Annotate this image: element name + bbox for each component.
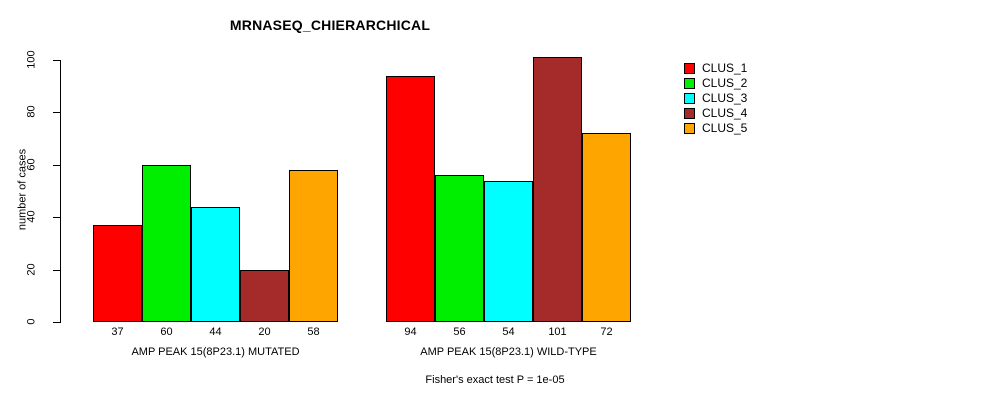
legend-item-label: CLUS_5 (702, 121, 748, 135)
y-axis-tick-mark (53, 112, 60, 114)
bar-clus_1-group-2 (386, 75, 435, 322)
chart-title: MRNASEQ_CHIERARCHICAL (229, 17, 431, 33)
legend-item-label: CLUS_3 (702, 91, 748, 105)
bar-value-label: 56 (453, 326, 466, 338)
bar-clus_4-group-1 (240, 269, 289, 322)
bar-clus_2-group-2 (435, 175, 484, 322)
y-axis-title: number of cases (16, 148, 29, 231)
y-axis-tick-label: 0 (25, 318, 38, 325)
y-axis-line (60, 60, 61, 323)
legend-color-swatch-icon (684, 108, 695, 119)
x-axis-group-label: AMP PEAK 15(8P23.1) WILD-TYPE (420, 346, 597, 358)
bar-clus_4-group-2 (533, 57, 582, 322)
y-axis-tick-mark (53, 60, 60, 61)
bar-clus_3-group-2 (484, 180, 533, 322)
legend-item-label: CLUS_4 (702, 106, 748, 120)
y-axis-tick-mark (53, 217, 60, 219)
bar-value-label: 60 (160, 326, 173, 338)
bar-value-label: 44 (209, 326, 222, 338)
y-axis-tick-label: 100 (25, 50, 38, 69)
bar-clus_5-group-1 (289, 170, 338, 322)
bar-value-label: 72 (600, 326, 613, 338)
y-axis-tick-mark (53, 164, 60, 166)
bar-value-label: 54 (502, 326, 515, 338)
bar-value-label: 101 (548, 326, 567, 338)
bar-clus_1-group-1 (93, 225, 142, 322)
legend-item-label: CLUS_1 (702, 61, 748, 75)
bar-value-label: 58 (307, 326, 320, 338)
bar-clus_5-group-2 (582, 133, 631, 322)
bar-value-label: 94 (404, 326, 417, 338)
legend-color-swatch-icon (684, 63, 695, 74)
legend-color-swatch-icon (684, 78, 695, 89)
bar-value-label: 20 (258, 326, 271, 338)
statistical-test-annotation: Fisher's exact test P = 1e-05 (425, 374, 565, 386)
y-axis-tick-mark (53, 322, 60, 323)
y-axis-tick-mark (53, 269, 60, 271)
legend-color-swatch-icon (684, 123, 695, 134)
bar-clus_3-group-1 (191, 206, 240, 322)
legend-color-swatch-icon (684, 93, 695, 104)
bar-clus_2-group-1 (142, 164, 191, 322)
x-axis-group-label: AMP PEAK 15(8P23.1) MUTATED (131, 346, 300, 358)
bar-value-label: 37 (111, 326, 124, 338)
legend-item-label: CLUS_2 (702, 76, 748, 90)
